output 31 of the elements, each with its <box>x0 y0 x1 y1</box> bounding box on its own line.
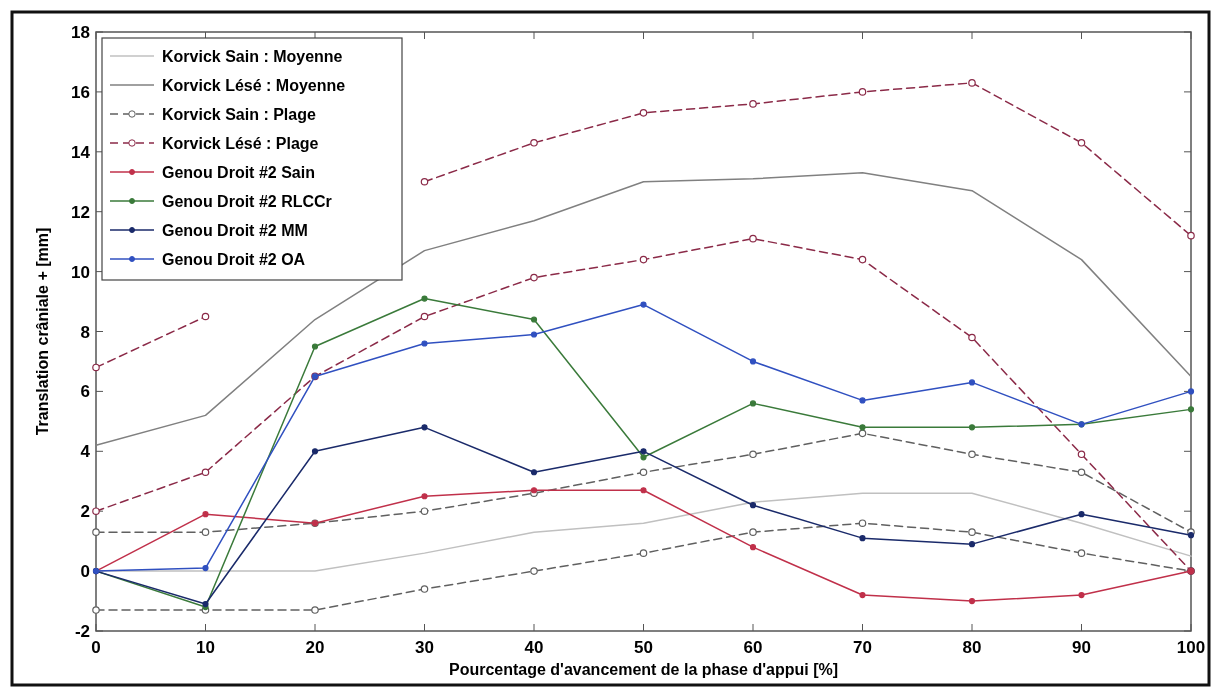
x-tick-label: 30 <box>415 638 434 657</box>
y-tick-label: 18 <box>71 23 90 42</box>
y-tick-label: 6 <box>80 382 90 402</box>
y-tick-label: 8 <box>80 322 90 342</box>
legend-label: Korvick Sain : Moyenne <box>162 48 343 65</box>
y-tick-label: 16 <box>71 82 90 102</box>
x-tick-label: 90 <box>1072 638 1091 657</box>
y-tick-label: 4 <box>80 442 91 462</box>
y-tick-label: -2 <box>74 622 90 641</box>
y-tick-label: 14 <box>71 142 91 162</box>
x-tick-label: 80 <box>962 638 982 657</box>
x-axis-title: Pourcentage d'avancement de la phase d'appui [%] <box>448 661 839 678</box>
x-tick-label: 40 <box>524 638 544 657</box>
y-tick-label: 12 <box>71 202 90 222</box>
x-tick-label: 100 <box>1176 638 1206 657</box>
legend-label: Genou Droit #2 RLCCr <box>162 193 332 210</box>
x-tick-label: 10 <box>196 638 215 657</box>
legend-label: Genou Droit #2 Sain <box>162 164 315 181</box>
legend-label: Genou Droit #2 OA <box>162 251 306 268</box>
legend-label: Korvick Lésé : Plage <box>162 135 319 152</box>
legend-label: Genou Droit #2 MM <box>162 222 308 239</box>
y-tick-label: 10 <box>71 262 90 282</box>
legend-label: Korvick Sain : Plage <box>162 106 316 123</box>
x-tick-label: 70 <box>853 638 872 657</box>
legend-label: Korvick Lésé : Moyenne <box>162 77 346 94</box>
y-axis-title: Translation crâniale + [mm] <box>34 227 51 436</box>
y-tick-label: 2 <box>80 502 90 522</box>
x-tick-label: 50 <box>634 638 653 657</box>
x-tick-label: 20 <box>305 638 325 657</box>
y-tick-label: 0 <box>80 562 90 582</box>
x-tick-label: 60 <box>743 638 763 657</box>
